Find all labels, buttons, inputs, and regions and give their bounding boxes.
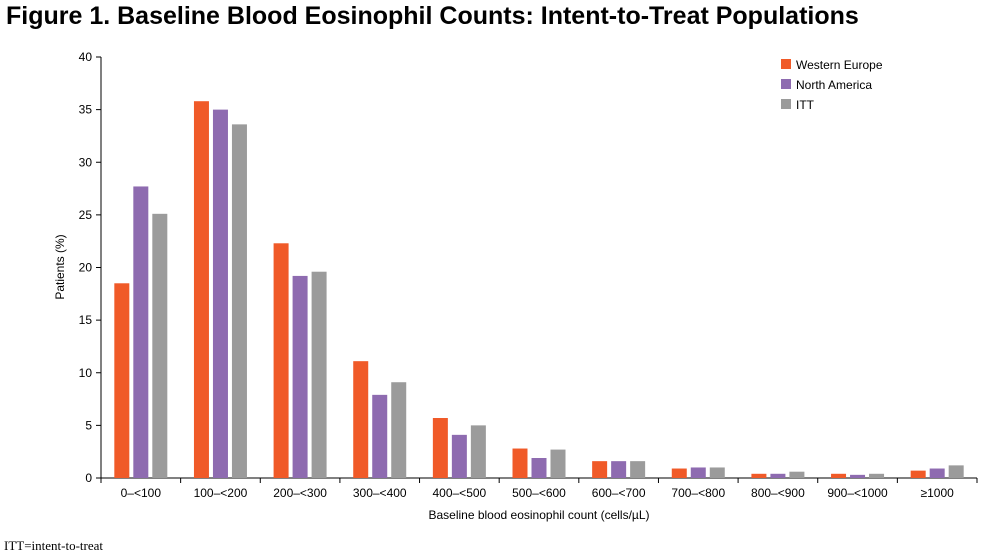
bar	[948, 465, 964, 478]
bar	[353, 361, 369, 478]
x-tick-label: 100–<200	[194, 486, 248, 500]
footnote: ITT=intent-to-treat	[4, 538, 104, 553]
bar	[114, 283, 130, 478]
x-tick-label: 800–<900	[751, 486, 805, 500]
y-tick-label: 20	[79, 261, 93, 275]
bar	[831, 473, 847, 478]
y-tick-label: 35	[79, 103, 93, 117]
bar	[550, 449, 566, 478]
x-tick-label: 900–<1000	[827, 486, 888, 500]
x-tick-label: 200–<300	[273, 486, 327, 500]
x-tick-label: ≥1000	[921, 486, 955, 500]
x-tick-label: 500–<600	[512, 486, 566, 500]
bar	[470, 425, 486, 478]
bar	[152, 213, 168, 478]
bar	[391, 382, 407, 478]
legend-swatch	[781, 99, 791, 109]
bar	[512, 448, 528, 478]
legend-label: Western Europe	[796, 58, 883, 72]
bar	[231, 124, 247, 479]
bar	[789, 471, 805, 478]
legend-label: ITT	[796, 98, 815, 112]
bar	[929, 468, 945, 478]
bar	[432, 418, 448, 478]
legend-swatch	[781, 59, 791, 69]
bar	[592, 461, 608, 478]
legend-swatch	[781, 79, 791, 89]
bar	[133, 186, 149, 478]
x-tick-label: 0–<100	[121, 486, 162, 500]
bar	[910, 470, 926, 478]
bar	[193, 101, 209, 478]
bar	[850, 474, 866, 478]
bar	[531, 458, 547, 478]
bar	[630, 461, 646, 478]
y-tick-label: 25	[79, 208, 93, 222]
x-tick-label: 300–<400	[353, 486, 407, 500]
y-tick-label: 10	[79, 366, 93, 380]
x-axis-label: Baseline blood eosinophil count (cells/µ…	[428, 508, 649, 522]
bar	[311, 271, 327, 478]
x-tick-label: 700–<800	[671, 486, 725, 500]
x-tick-label: 400–<500	[432, 486, 486, 500]
bar	[770, 473, 786, 478]
bar	[751, 473, 767, 478]
y-tick-label: 5	[85, 418, 92, 432]
bar	[212, 109, 228, 478]
bar	[372, 394, 388, 478]
chart-title: Figure 1. Baseline Blood Eosinophil Coun…	[6, 2, 859, 30]
legend: Western Europe North America ITT	[781, 58, 883, 112]
y-tick-label: 15	[79, 313, 93, 327]
x-tick-label: 600–<700	[592, 486, 646, 500]
y-axis-label: Patients (%)	[53, 234, 67, 299]
bar	[690, 467, 706, 478]
legend-label: North America	[796, 78, 872, 92]
y-tick-label: 0	[85, 471, 92, 485]
bar	[709, 467, 725, 478]
bars	[114, 101, 964, 479]
bar	[292, 275, 308, 478]
bar	[611, 461, 627, 478]
bar	[451, 434, 467, 478]
bar	[671, 468, 687, 478]
y-tick-label: 40	[79, 50, 93, 64]
bar	[273, 243, 289, 478]
y-tick-label: 30	[79, 155, 93, 169]
bar	[869, 473, 885, 478]
